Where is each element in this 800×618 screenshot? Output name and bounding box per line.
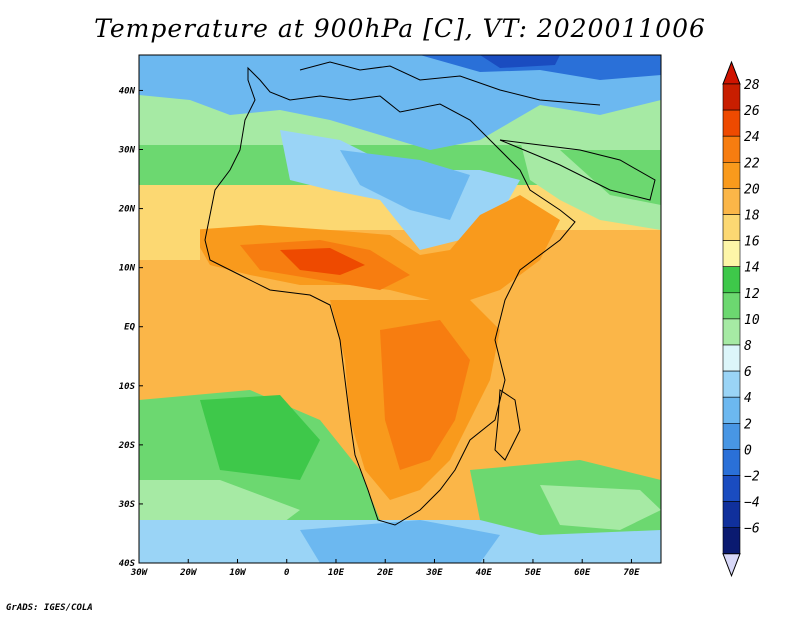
madagascar-coastline [494, 389, 521, 461]
lon-tick-label: 70E [623, 568, 640, 578]
lat-tick-label: 10S [119, 382, 136, 392]
map-frame [138, 54, 662, 564]
colorbar-label: 12 [744, 287, 760, 302]
colorbar-swatch [722, 318, 741, 346]
lon-tick-label: 60E [574, 568, 591, 578]
colorbar-label: 22 [744, 156, 760, 171]
lon-tick-label: 20E [376, 568, 394, 578]
field-coldest-north [480, 55, 560, 68]
field-europe-blue [139, 55, 661, 150]
coastlines [204, 61, 656, 526]
colorbar-swatch [722, 214, 741, 241]
colorbar-swatch [722, 266, 741, 294]
colorbar-label: 4 [744, 391, 752, 406]
lat-tick-label: 40S [119, 559, 136, 569]
colorbar-label: 14 [744, 261, 760, 276]
lon-tick-label: 30E [425, 568, 443, 578]
colorbar-label: 18 [744, 209, 760, 224]
europe-coastline [299, 61, 601, 106]
colorbar-swatch [722, 135, 741, 163]
field-arabia-green [560, 150, 661, 205]
colorbar-label: −6 [744, 522, 760, 537]
africa-coastline [204, 66, 576, 526]
colorbar-top-arrow [722, 60, 741, 85]
arabia-coastline [499, 139, 656, 201]
temperature-field [139, 55, 661, 563]
field-sahara-cooler [340, 150, 470, 220]
colorbar-swatch [722, 83, 741, 111]
page-title: Temperature at 900hPa [C], VT: 202001100… [94, 14, 706, 43]
colorbar-swatch [722, 240, 741, 268]
lon-tick-label: 0 [284, 568, 290, 578]
lon-tick-label: 10E [328, 568, 345, 578]
colorbar-label: −4 [744, 496, 760, 511]
colorbar-swatch [722, 370, 741, 398]
lon-tick-label: 30W [130, 568, 149, 578]
lat-tick-label: 30S [118, 500, 136, 510]
colorbar-swatch [722, 109, 741, 137]
colorbar-swatch [722, 475, 741, 502]
lon-tick-label: 10W [229, 568, 247, 578]
lat-tick-label: 30N [118, 146, 136, 156]
colorbar-swatch [722, 162, 741, 189]
field-indian-pale [540, 485, 661, 530]
colorbar-swatch [722, 344, 741, 372]
lon-tick-label: 20W [179, 568, 198, 578]
field-south-atlantic-green-2 [200, 395, 320, 480]
colorbar-bottom-arrow [722, 553, 741, 578]
colorbar-swatch [722, 188, 741, 215]
colorbar-swatch [722, 449, 741, 476]
colorbar-label: 26 [744, 104, 760, 119]
colorbar-label: 0 [744, 443, 752, 458]
lat-tick-label: EQ [124, 323, 135, 333]
colorbar-label: 8 [744, 339, 752, 354]
lon-tick-label: 50E [525, 568, 542, 578]
field-sahel-hottest [280, 248, 365, 275]
lat-tick-label: 10N [119, 264, 136, 274]
colorbar-swatch [722, 396, 741, 424]
colorbar-label: 16 [744, 235, 760, 250]
colorbar-swatch [722, 422, 741, 450]
colorbar-label: 10 [744, 313, 760, 328]
lon-tick-label: 40E [476, 568, 493, 578]
field-congo-hot [380, 320, 470, 470]
colorbar-label: 20 [744, 182, 760, 197]
colorbar-label: 28 [744, 78, 760, 93]
field-southern-ocean-cool [300, 520, 500, 563]
lat-tick-label: 20N [118, 205, 136, 215]
colorbar-swatch [722, 527, 741, 555]
field-cold-north [420, 55, 661, 80]
lat-tick-label: 40N [119, 86, 136, 96]
lat-tick-label: 20S [118, 441, 136, 451]
colorbar-label: 24 [744, 130, 760, 145]
colorbar-swatch [722, 501, 741, 529]
colorbar-swatch [722, 292, 741, 320]
axis-ticks: 30W 20W 10W 0 10E 20E 30E 40E 50E 60E 70E 40N 30N 20N… [118, 86, 640, 578]
colorbar-label: 6 [744, 365, 752, 380]
field-atlantic-yellow [139, 185, 200, 260]
colorbar-label: 2 [744, 417, 752, 432]
colorbar-label: −2 [744, 470, 760, 485]
footer-credit: GrADS: IGES/COLA [6, 603, 93, 613]
